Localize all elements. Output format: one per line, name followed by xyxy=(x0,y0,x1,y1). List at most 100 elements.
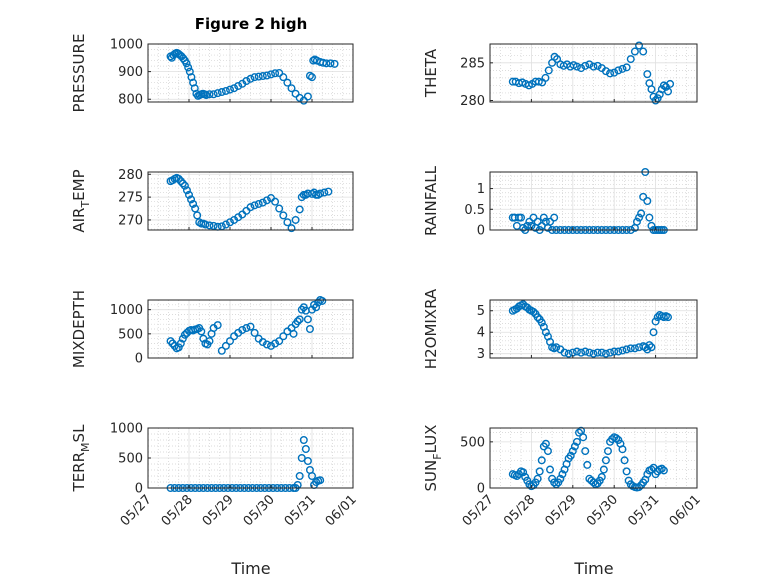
data-point xyxy=(297,454,306,463)
x-tick-label: 05/27 xyxy=(460,492,497,529)
data-point xyxy=(651,96,660,105)
data-points xyxy=(166,296,327,355)
y-tick-label: 270 xyxy=(118,213,143,228)
data-point xyxy=(312,303,321,312)
data-point xyxy=(630,344,639,353)
data-point xyxy=(330,59,339,68)
data-point xyxy=(295,315,304,324)
data-point xyxy=(626,55,635,64)
data-point xyxy=(585,60,594,69)
data-point xyxy=(612,434,621,443)
data-point xyxy=(209,221,218,230)
data-point xyxy=(635,41,644,50)
y-tick-label: 500 xyxy=(118,327,143,342)
data-point xyxy=(550,213,559,222)
data-point xyxy=(209,90,218,99)
y-axis-label-rest: SL xyxy=(70,424,88,443)
data-point xyxy=(525,217,534,226)
y-axis-label-main: THETA xyxy=(422,48,440,98)
x-tick-label: 06/01 xyxy=(667,492,704,529)
data-point xyxy=(556,474,565,483)
subplot-5: 0 500 1000 MIXDEPTH xyxy=(70,290,354,368)
data-point xyxy=(234,81,243,90)
data-point xyxy=(637,209,646,218)
data-point xyxy=(303,315,312,324)
data-point xyxy=(322,59,331,68)
data-point xyxy=(246,322,255,331)
data-point xyxy=(558,470,567,479)
y-axis-label: AIRTEMP xyxy=(70,169,92,232)
axes-box xyxy=(489,299,698,359)
data-point xyxy=(295,205,304,214)
y-tick-label: 280 xyxy=(118,168,143,183)
data-point xyxy=(289,329,298,338)
data-point xyxy=(267,70,276,79)
y-axis-label: H2OMIXRA xyxy=(422,288,440,369)
data-point xyxy=(291,215,300,224)
data-point xyxy=(225,218,234,227)
y-tick-label: 0 xyxy=(135,482,143,497)
data-point xyxy=(326,59,335,68)
data-point xyxy=(622,63,631,72)
data-point xyxy=(593,348,602,357)
data-point xyxy=(250,73,259,82)
data-point xyxy=(643,196,652,205)
data-point xyxy=(537,318,546,327)
data-point xyxy=(519,223,528,232)
data-point xyxy=(254,199,263,208)
data-point xyxy=(279,73,288,82)
data-point xyxy=(597,472,606,481)
data-point xyxy=(197,327,206,336)
x-tick-label: 05/31 xyxy=(282,492,319,529)
data-point xyxy=(201,220,210,229)
y-axis-label-main: SUN xyxy=(422,460,440,492)
data-point xyxy=(324,187,333,196)
data-point xyxy=(575,428,584,437)
x-axis-label-right: Time xyxy=(573,559,613,578)
y-axis-label-rest: EMP xyxy=(70,169,88,200)
data-point xyxy=(230,84,239,93)
x-tick-label: 05/31 xyxy=(625,492,662,529)
x-tick-label: 05/28 xyxy=(501,492,538,529)
data-point xyxy=(618,346,627,355)
subplot-7: 0 500 1000 05/27 05/28 05/29 05/30 05/31 06/01 TE… xyxy=(70,422,360,530)
data-point xyxy=(643,70,652,79)
data-point xyxy=(614,347,623,356)
x-tick-label: 05/28 xyxy=(159,492,196,529)
data-point xyxy=(213,321,222,330)
data-point xyxy=(529,213,538,222)
data-point xyxy=(178,179,187,188)
data-point xyxy=(606,69,615,78)
data-point xyxy=(606,348,615,357)
data-point xyxy=(279,211,288,220)
data-point xyxy=(182,186,191,195)
data-point xyxy=(275,68,284,77)
y-axis-label: PRESSURE xyxy=(70,34,88,113)
y-tick-label: 500 xyxy=(118,452,143,467)
data-point xyxy=(601,349,610,358)
data-point xyxy=(546,465,555,474)
data-point xyxy=(601,456,610,465)
data-point xyxy=(174,174,183,183)
data-point xyxy=(295,472,304,481)
x-tick-label: 05/29 xyxy=(543,492,580,529)
data-point xyxy=(618,64,627,73)
data-point xyxy=(202,91,211,100)
data-point xyxy=(301,445,310,454)
x-axis-label-left: Time xyxy=(230,559,270,578)
data-point xyxy=(622,345,631,354)
data-point xyxy=(589,349,598,358)
y-axis-label-subscript: M xyxy=(79,442,92,452)
data-point xyxy=(626,344,635,353)
data-point xyxy=(585,348,594,357)
data-point xyxy=(205,337,214,346)
data-point xyxy=(599,465,608,474)
data-point xyxy=(635,483,644,492)
data-point xyxy=(618,445,627,454)
subplot-3: 270 275 280 AIRTEMP xyxy=(70,168,354,233)
data-point xyxy=(610,68,619,77)
data-points xyxy=(166,173,333,233)
data-point xyxy=(568,447,577,456)
data-point xyxy=(635,213,644,222)
